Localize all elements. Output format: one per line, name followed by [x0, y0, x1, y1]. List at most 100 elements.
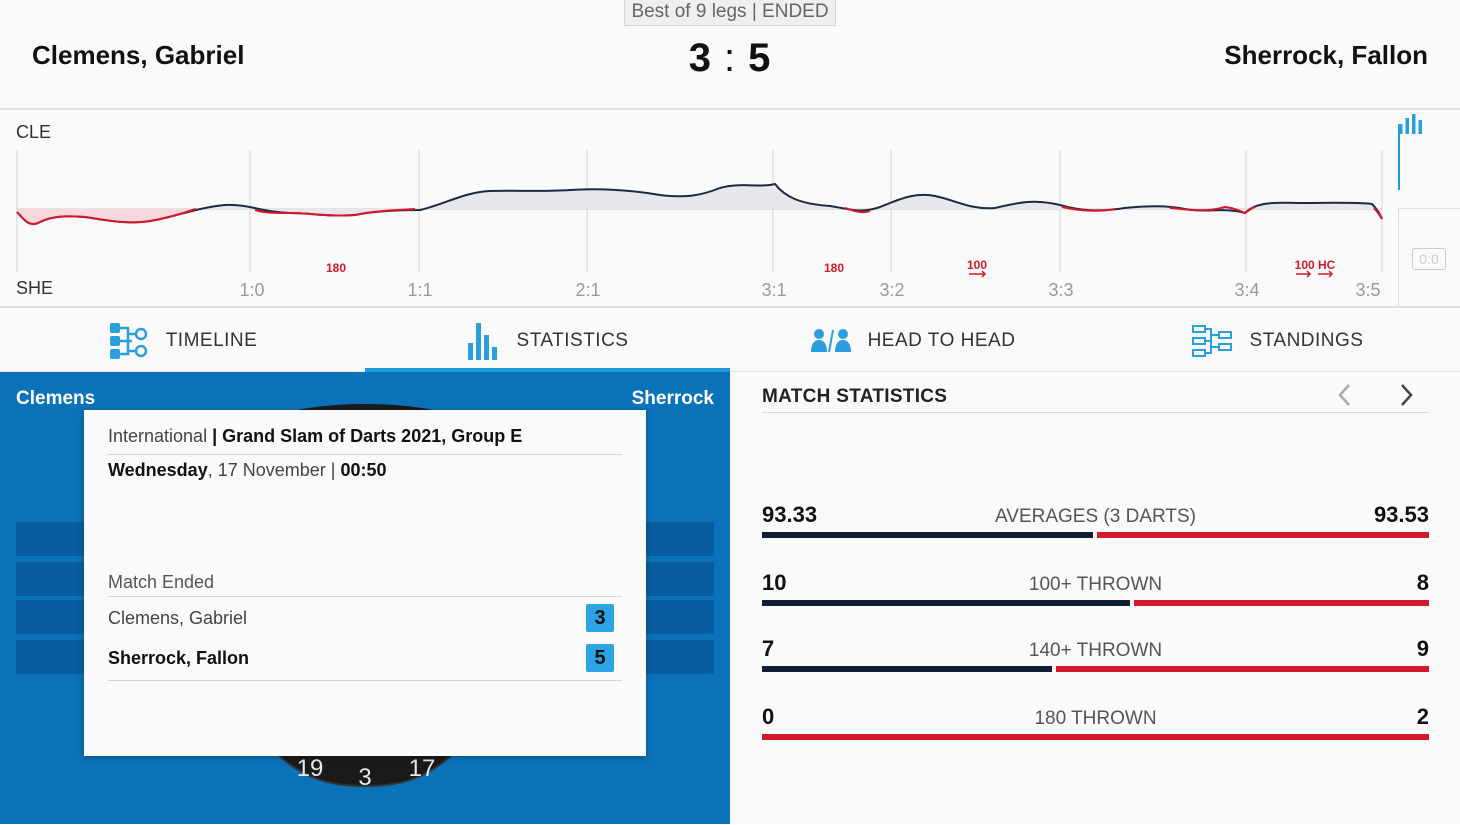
match-header: Best of 9 legs | ENDED Clemens, Gabriel … — [0, 0, 1460, 110]
board-row — [16, 522, 84, 556]
competition-line: International | Grand Slam of Darts 2021… — [108, 426, 523, 446]
bar-chart-icon[interactable] — [1398, 112, 1424, 136]
leg-mark-label: 2:1 — [575, 280, 600, 300]
side-panel-divider — [1398, 124, 1400, 190]
board-number: 3 — [358, 764, 371, 791]
result-player2-name: Sherrock, Fallon — [108, 648, 250, 668]
tab-standings-label: STANDINGS — [1249, 330, 1364, 351]
title-divider — [762, 412, 1429, 413]
stat-away-bar — [1134, 600, 1429, 606]
momentum-chart-svg: 1:0 1:1 2:1 3:1 3:2 3:3 3:4 3:5 180 180 … — [16, 150, 1383, 300]
leg-mark-label: 3:1 — [761, 280, 786, 300]
side-panel-divider — [1398, 208, 1399, 308]
match-info-card: International | Grand Slam of Darts 2021… — [84, 410, 646, 756]
result-player2-score: 5 — [586, 644, 614, 672]
score-separator: : — [723, 36, 737, 80]
competition-category: International — [108, 426, 208, 446]
board-row — [646, 600, 714, 634]
match-status: Match Ended — [108, 572, 215, 592]
stat-away-value: 2 — [1416, 704, 1429, 729]
chevron-right-icon[interactable] — [1391, 380, 1421, 410]
result-player1-name: Clemens, Gabriel — [108, 608, 248, 628]
momentum-line-she — [16, 205, 1383, 226]
board-home-name: Clemens — [16, 388, 96, 409]
match-weekday: Wednesday — [108, 460, 208, 480]
stat-home-value: 93.33 — [762, 502, 818, 527]
leg-mark-label: 3:2 — [879, 280, 904, 300]
stat-row-180: 0 180 THROWN 2 — [762, 704, 1429, 744]
event-180-marker: 180 — [326, 261, 346, 275]
stat-away-value: 93.53 — [1373, 502, 1429, 527]
stat-label: 100+ THROWN — [1028, 574, 1163, 595]
stat-row-100plus: 10 100+ THROWN 8 — [762, 570, 1429, 610]
head-to-head-icon — [810, 329, 851, 353]
match-format-badge: Best of 9 legs | ENDED — [624, 0, 836, 26]
timeline-icon — [109, 323, 147, 359]
score-reset-badge[interactable]: 0:0 — [1412, 248, 1446, 270]
stat-home-bar — [762, 532, 1094, 538]
tab-head-to-head[interactable]: HEAD TO HEAD — [730, 310, 1095, 372]
card-divider — [108, 596, 622, 597]
event-100-marker: 100 — [967, 258, 987, 272]
leg-gridlines — [16, 150, 1383, 272]
card-divider — [108, 680, 622, 681]
tab-head-to-head-label: HEAD TO HEAD — [867, 330, 1016, 351]
tab-standings[interactable]: STANDINGS — [1095, 310, 1460, 372]
away-score: 5 — [748, 36, 772, 80]
stat-away-value: 8 — [1416, 570, 1429, 595]
stat-label: AVERAGES (3 DARTS) — [995, 506, 1196, 527]
tab-bar: TIMELINE STATISTICS HEAD TO HEAD — [0, 310, 1460, 373]
board-row — [16, 600, 84, 634]
stat-row-averages: 93.33 AVERAGES (3 DARTS) 93.53 — [762, 502, 1429, 542]
leg-mark-label: 1:1 — [407, 280, 432, 300]
match-statistics-title: MATCH STATISTICS — [762, 386, 948, 407]
board-row — [646, 640, 714, 674]
event-100hc-marker: 100 HC — [1295, 258, 1336, 272]
side-panel-divider — [1398, 208, 1460, 209]
tab-timeline[interactable]: TIMELINE — [0, 310, 365, 372]
leg-mark-label: 3:5 — [1355, 280, 1380, 300]
match-date: , 17 November | — [207, 460, 341, 480]
stat-home-bar — [762, 600, 1131, 606]
stat-label: 180 THROWN — [1034, 708, 1157, 729]
leg-mark-label: 3:3 — [1048, 280, 1073, 300]
dartboard-panel: Clemens Sherrock 19 3 17 International |… — [0, 372, 730, 824]
standings-icon — [1191, 325, 1232, 357]
stat-away-value: 9 — [1416, 636, 1429, 661]
chart-side-panel: 0:0 — [1398, 112, 1460, 308]
result-player1-score: 3 — [586, 604, 614, 632]
she-axis-label: SHE — [16, 278, 54, 298]
stat-home-value: 7 — [762, 636, 775, 661]
stat-home-value: 0 — [762, 704, 775, 729]
stat-away-bar — [1056, 666, 1429, 672]
chevron-left-icon[interactable] — [1330, 380, 1360, 410]
home-score: 3 — [688, 36, 712, 80]
stat-home-value: 10 — [762, 570, 787, 595]
match-score: 3:5 — [0, 36, 1460, 81]
stat-away-bar — [762, 734, 1429, 740]
board-number: 17 — [409, 755, 436, 782]
leg-mark-label: 3:4 — [1234, 280, 1259, 300]
stat-home-bar — [762, 666, 1053, 672]
event-180-marker: 180 — [824, 261, 844, 275]
board-number: 19 — [297, 755, 324, 782]
board-row — [16, 562, 84, 596]
date-line: Wednesday, 17 November | 00:50 — [108, 460, 386, 481]
leg-mark-label: 1:0 — [239, 280, 264, 300]
tab-timeline-label: TIMELINE — [165, 330, 258, 351]
stat-row-140plus: 7 140+ THROWN 9 — [762, 636, 1429, 676]
board-row — [16, 640, 84, 674]
tab-statistics-label: STATISTICS — [516, 330, 629, 351]
momentum-chart: 1:0 1:1 2:1 3:1 3:2 3:3 3:4 3:5 180 180 … — [0, 112, 1460, 308]
tab-statistics[interactable]: STATISTICS — [365, 310, 730, 373]
stat-label: 140+ THROWN — [1028, 640, 1163, 661]
competition-name: Grand Slam of Darts 2021, Group E — [222, 426, 523, 446]
stat-away-bar — [1097, 532, 1429, 538]
card-divider — [108, 454, 622, 455]
away-player-name: Sherrock, Fallon — [1224, 40, 1428, 70]
match-statistics-panel: MATCH STATISTICS 93.33 AVERAGES (3 DARTS… — [730, 372, 1460, 824]
statistics-icon — [467, 323, 497, 360]
board-row — [646, 522, 714, 556]
board-row — [646, 562, 714, 596]
momentum-area — [17, 184, 1382, 225]
